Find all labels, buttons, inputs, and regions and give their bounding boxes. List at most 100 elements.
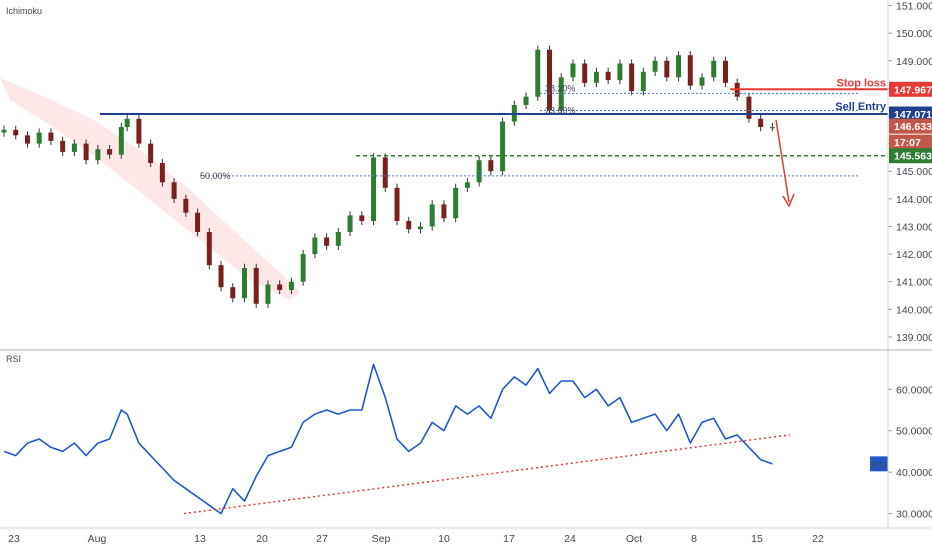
candle-body — [136, 118, 142, 144]
rsi-tick-label: 30.0000 — [896, 509, 932, 521]
rsi-line — [3, 363, 773, 515]
candle-body — [523, 96, 529, 105]
candle-body — [664, 60, 670, 78]
candle-body — [95, 149, 101, 161]
candle-body — [159, 162, 165, 183]
rsi-tick-label: 40.0000 — [896, 467, 932, 479]
candle-body — [535, 49, 541, 97]
time-tick-label: 17 — [503, 533, 515, 545]
candle-body — [347, 215, 353, 232]
price-pane: 38.20% 23.60% 50.00% Stop loss Sell Entry — [0, 45, 888, 308]
candle-body — [171, 182, 177, 199]
candle-body — [124, 118, 130, 128]
candle-body — [547, 49, 553, 111]
candle-body — [582, 63, 588, 83]
projection-arrow-line — [775, 119, 790, 203]
candle-body — [464, 182, 470, 188]
candle-body — [652, 60, 658, 72]
time-tick-label: Oct — [626, 533, 642, 545]
candle-body — [13, 129, 19, 136]
candle-body — [277, 284, 283, 290]
price-tag-countdown — [889, 134, 932, 150]
candle-body — [253, 267, 259, 304]
candle-body — [722, 60, 728, 83]
candle-body — [83, 143, 89, 161]
candle-body — [183, 198, 189, 213]
candle-body — [60, 140, 66, 152]
candle-body — [441, 204, 447, 219]
candle-body — [195, 212, 201, 232]
rsi-tag-text: RSI — [871, 460, 886, 470]
price-tick-label: 149.000 — [896, 56, 932, 68]
candle-body — [371, 157, 377, 221]
rsi-tick-label: 60.0000 — [896, 384, 932, 396]
time-tick-label: 13 — [194, 533, 206, 545]
candle-body — [699, 77, 705, 86]
rsi-pane-title: RSI — [6, 354, 21, 364]
time-tick-label: 27 — [316, 533, 328, 545]
time-tick-label: 8 — [691, 533, 697, 545]
time-tick-label: Sep — [372, 533, 391, 545]
stop-loss-label: Stop loss — [836, 77, 886, 89]
projection-arrow-head — [782, 193, 795, 208]
candle-body — [605, 71, 611, 81]
candle-body — [758, 118, 764, 128]
candle-body — [558, 77, 564, 111]
price-tag-countdown-text: 17:07 — [894, 137, 921, 149]
time-tick-label: 10 — [438, 533, 450, 545]
candle-body — [629, 63, 635, 92]
time-tick-label: 23 — [8, 533, 20, 545]
fib-382-label: 38.20% — [545, 83, 576, 93]
sell-entry-label: Sell Entry — [835, 101, 887, 113]
candle-body — [241, 267, 247, 299]
price-tick-label: 145.000 — [896, 166, 932, 178]
price-tag-stop-loss-text: 147.967 — [894, 84, 932, 96]
candle-body — [300, 254, 306, 282]
price-pane-title: Ichimoku — [6, 6, 42, 16]
candle-body — [335, 232, 341, 246]
fib-236-label: 23.60% — [545, 105, 576, 115]
candle-body — [288, 281, 294, 290]
rsi-axis: 30.0000 40.0000 50.0000 60.0000 — [888, 384, 932, 521]
price-tick-label: 142.000 — [896, 249, 932, 261]
candle-body — [593, 71, 599, 83]
rsi-tag — [870, 456, 888, 472]
time-axis: 23 Aug 13 20 27 Sep 10 17 24 Oct 8 15 22 — [8, 533, 824, 545]
price-axis: 139.000 140.000 141.000 142.000 143.000 144.0… — [888, 1, 932, 344]
candle-body — [118, 127, 124, 155]
candle-body — [1, 129, 7, 133]
price-tick-label: 141.000 — [896, 277, 932, 289]
rsi-trendline — [183, 434, 791, 515]
price-tag-sell-entry-text: 147.071 — [894, 109, 932, 121]
time-tick-label: 22 — [812, 533, 824, 545]
candle-body — [265, 284, 271, 304]
time-tick-label: 24 — [564, 533, 576, 545]
price-tick-label: 151.000 — [896, 1, 932, 13]
candle-body — [48, 132, 54, 141]
rsi-pane: RSI — [3, 363, 888, 515]
rsi-tick-label: 50.0000 — [896, 426, 932, 438]
candle-body — [676, 55, 682, 78]
price-tag-last-price — [889, 118, 932, 134]
candle-body — [476, 160, 482, 183]
candle-body — [769, 127, 775, 129]
candle-body — [417, 226, 423, 230]
candle-body — [500, 121, 506, 172]
price-tick-label: 144.000 — [896, 194, 932, 206]
price-tag-last-price-text: 146.633 — [894, 121, 932, 133]
candle-body — [107, 149, 113, 155]
candle-body — [453, 187, 459, 219]
price-tag-support-text: 145.563 — [894, 151, 932, 163]
candle-body — [230, 287, 236, 299]
time-tick-label: 15 — [751, 533, 763, 545]
fib-50-label: 50.00% — [200, 171, 231, 181]
time-tick-label: Aug — [88, 533, 107, 545]
candle-body — [570, 63, 576, 78]
candle-body — [746, 96, 752, 119]
price-tag-sell-entry — [889, 106, 932, 122]
price-tick-label: 150.000 — [896, 28, 932, 40]
candle-body — [406, 220, 412, 230]
candle-body — [312, 237, 318, 255]
price-tick-label: 140.000 — [896, 304, 932, 316]
